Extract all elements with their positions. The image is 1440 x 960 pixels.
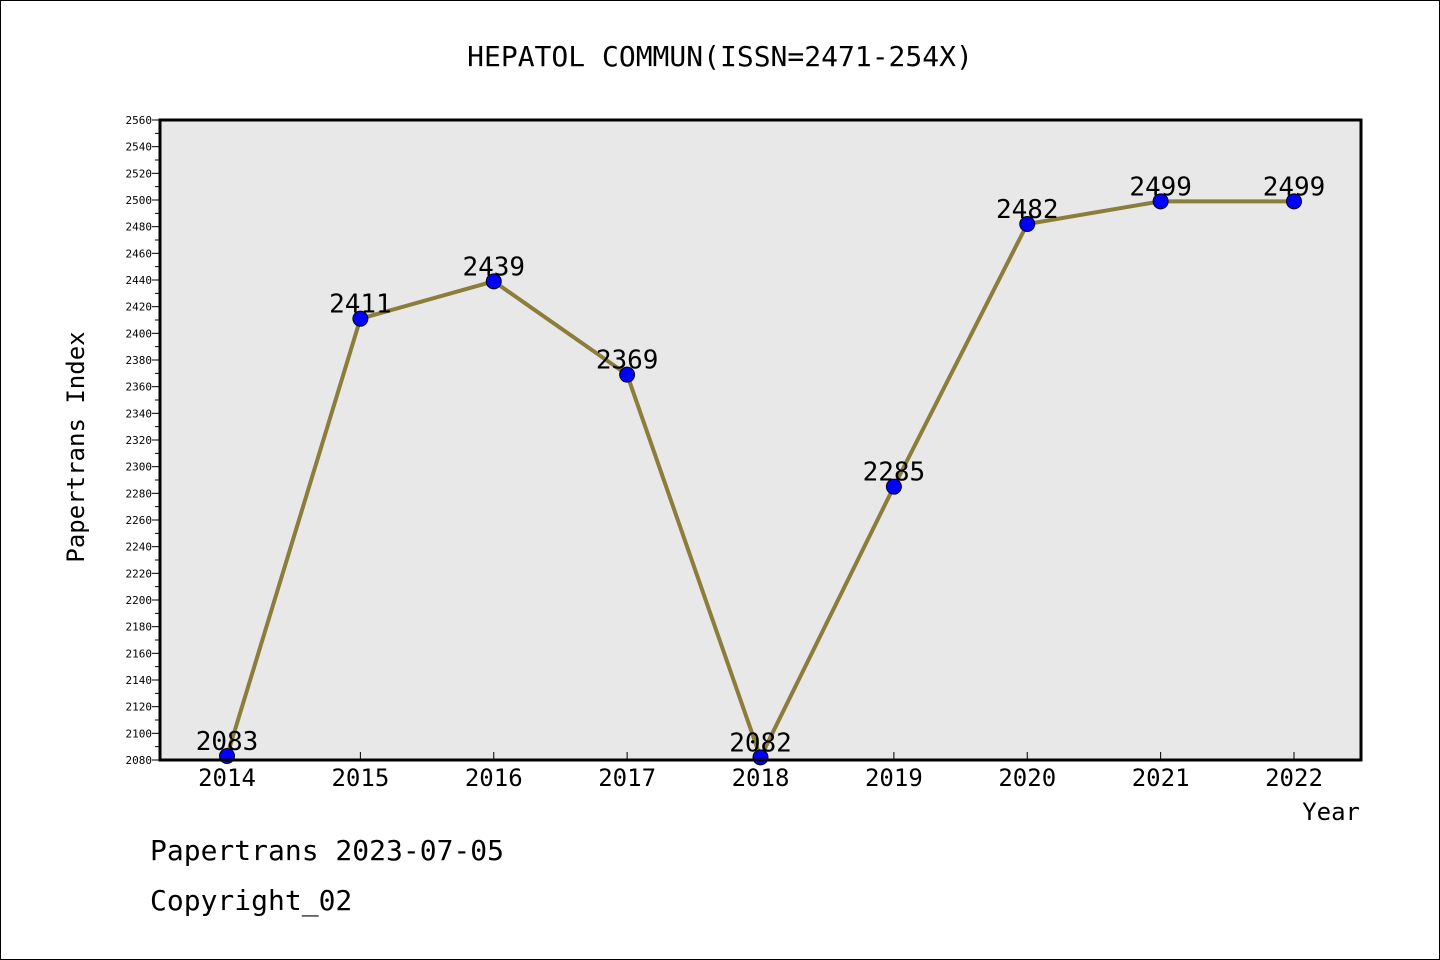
data-label: 2082 — [729, 728, 792, 758]
y-tick-label: 2540 — [126, 141, 153, 154]
y-tick-label: 2300 — [126, 461, 153, 474]
y-tick-label: 2460 — [126, 247, 153, 260]
data-label: 2411 — [329, 290, 392, 320]
y-tick-label: 2360 — [126, 381, 153, 394]
plot-border — [158, 118, 1363, 762]
y-tick-label: 2520 — [126, 167, 153, 180]
x-tick-label: 2022 — [1265, 764, 1323, 792]
y-tick-label: 2340 — [126, 407, 153, 420]
data-point — [485, 273, 502, 290]
y-tick-label: 2100 — [126, 727, 153, 740]
y-tick-label: 2140 — [126, 674, 153, 687]
y-tick-label: 2120 — [126, 701, 153, 714]
y-tick-label: 2500 — [126, 194, 153, 207]
y-tick-label: 2240 — [126, 541, 153, 554]
y-tick-label: 2080 — [126, 754, 153, 767]
data-label: 2285 — [863, 458, 926, 488]
y-tick-label: 2320 — [126, 434, 153, 447]
x-axis-label: Year — [1302, 798, 1360, 826]
x-tick-label: 2015 — [331, 764, 389, 792]
x-tick-label: 2021 — [1132, 764, 1190, 792]
y-tick-label: 2280 — [126, 487, 153, 500]
data-point — [1152, 193, 1169, 210]
x-tick-label: 2019 — [865, 764, 923, 792]
x-axis: 2014 2015 2016 2017 2018 2019 2020 2021 2022 — [198, 752, 1323, 792]
x-tick-label: 2017 — [598, 764, 656, 792]
data-point — [619, 366, 636, 383]
y-axis-label: Papertrans Index — [62, 331, 90, 562]
footer-date: Papertrans 2023-07-05 — [150, 834, 505, 867]
data-point — [352, 310, 369, 327]
footer-copyright: Copyright_02 — [150, 884, 353, 917]
y-tick-label: 2480 — [126, 221, 153, 234]
y-tick-label: 2380 — [126, 354, 153, 367]
data-label: 2083 — [196, 727, 259, 757]
y-tick-label: 2220 — [126, 567, 153, 580]
y-tick-label: 2260 — [126, 514, 153, 527]
data-label: 2499 — [1263, 172, 1326, 202]
y-tick-label: 2420 — [126, 301, 153, 314]
y-tick-label: 2400 — [126, 327, 153, 340]
y-tick-label: 2200 — [126, 594, 153, 607]
x-tick-label: 2020 — [998, 764, 1056, 792]
data-point — [1019, 216, 1036, 232]
data-point — [1286, 193, 1302, 210]
y-tick-label: 2560 — [126, 114, 153, 127]
x-tick-label: 2016 — [465, 764, 523, 792]
data-point — [885, 478, 902, 495]
series-line-layer: 2083 2411 2439 2369 2082 2285 2482 2499 2499 — [196, 172, 1326, 766]
data-label: 2482 — [996, 195, 1059, 225]
y-axis: 2080 2100 2120 2140 2160 2180 2200 2220 2240 2260… — [126, 114, 160, 767]
data-label: 2499 — [1129, 172, 1192, 202]
plot-area — [160, 120, 1361, 760]
chart-title: HEPATOL COMMUN(ISSN=2471-254X) — [467, 40, 973, 73]
y-tick-label: 2160 — [126, 647, 153, 660]
x-tick-label: 2014 — [198, 764, 256, 792]
y-tick-label: 2180 — [126, 621, 153, 634]
data-label: 2369 — [596, 346, 659, 376]
x-tick-label: 2018 — [732, 764, 790, 792]
data-label: 2439 — [462, 252, 525, 282]
y-tick-label: 2440 — [126, 274, 153, 287]
